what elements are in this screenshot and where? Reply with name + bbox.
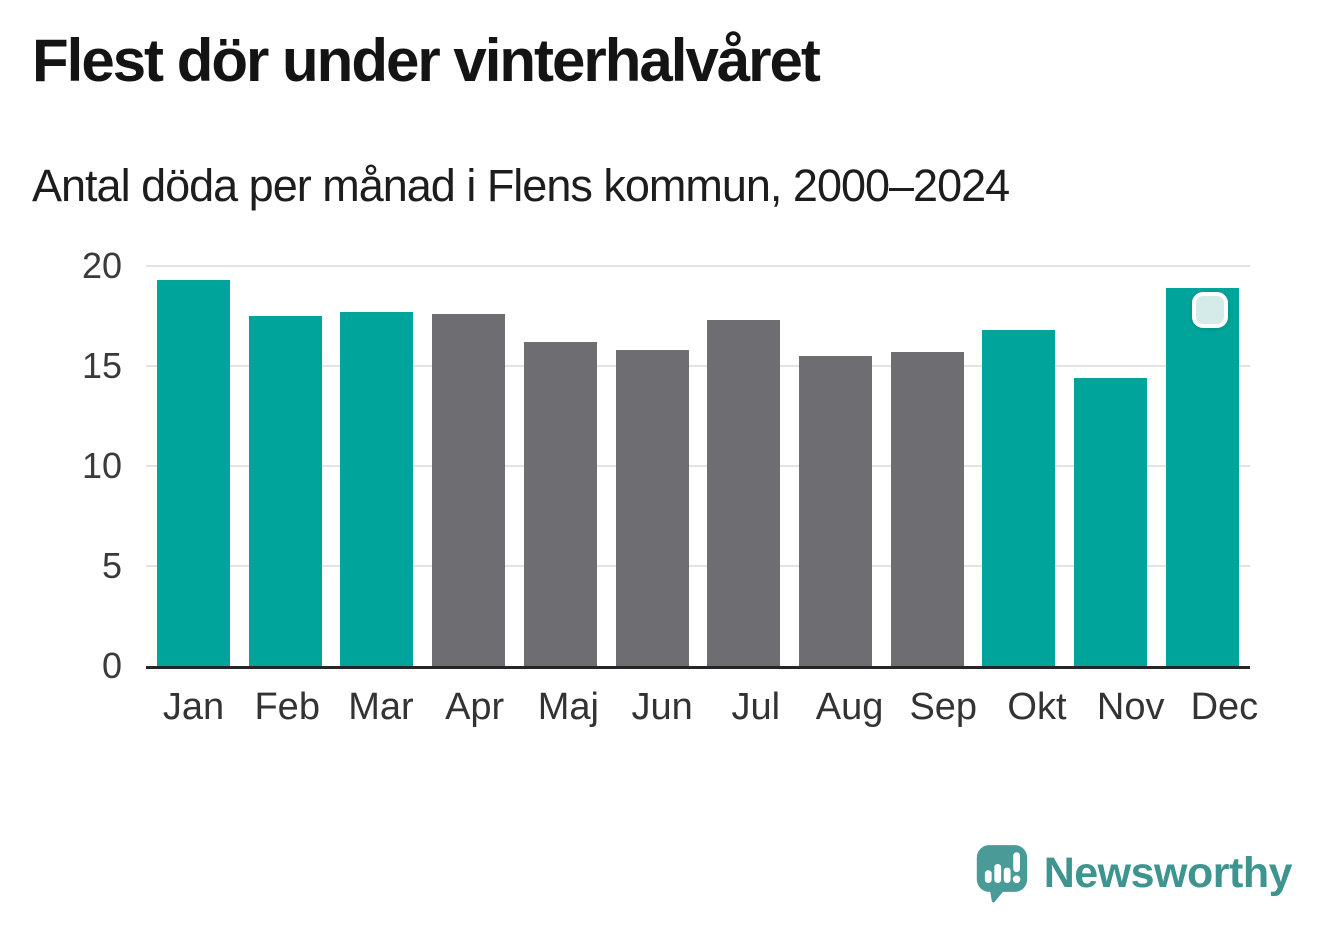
bar-okt[interactable] [982,330,1056,666]
bar-nov[interactable] [1074,378,1148,666]
x-tick-jun: Jun [631,686,693,728]
bar-apr[interactable] [432,314,506,666]
gridline-5 [146,565,1250,567]
bar-maj[interactable] [523,342,597,666]
bar-mar[interactable] [340,312,414,666]
bar-sep[interactable] [890,352,964,666]
bar-jan[interactable] [157,280,230,666]
bar-aug[interactable] [799,356,873,666]
gridline-10 [146,465,1250,467]
y-tick-5: 5 [101,545,122,586]
chart-title: Flest dör under vinterhalvåret [32,27,821,94]
x-tick-jul: Jul [731,686,781,728]
x-tick-okt: Okt [1007,686,1067,728]
bar-feb[interactable] [248,316,322,666]
y-tick-15: 15 [81,345,122,386]
bar-dec[interactable] [1165,288,1239,666]
bar-jun[interactable] [615,350,689,666]
x-tick-jan: Jan [162,686,225,728]
bar-series [146,266,1250,666]
brand-name: Newsworthy [1043,848,1293,897]
y-tick-0: 0 [101,645,122,686]
brand-logo: Newsworthy [975,843,1293,903]
x-tick-maj: Maj [537,686,599,728]
y-axis: 0 5 10 15 20 [0,0,122,760]
newsworthy-logo-icon [976,845,1027,903]
x-tick-aug: Aug [815,686,884,728]
gridline-15 [146,365,1250,367]
y-tick-20: 20 [81,245,122,286]
gridline-20 [146,265,1250,267]
x-tick-feb: Feb [254,686,320,728]
y-tick-10: 10 [81,445,122,486]
plot-area [146,265,1250,669]
x-tick-mar: Mar [348,686,414,728]
bar-jul[interactable] [707,320,781,666]
x-tick-apr: Apr [445,686,505,728]
x-axis: Jan Feb Mar Apr Maj Jun Jul Aug Sep Okt Nov Dec [146,686,1272,729]
chart-subtitle: Antal döda per månad i Flens kommun, 200… [32,160,1010,211]
x-tick-sep: Sep [909,686,978,728]
x-tick-dec: Dec [1190,686,1259,728]
bar-highlight-marker [1191,292,1228,328]
x-tick-nov: Nov [1096,686,1165,728]
